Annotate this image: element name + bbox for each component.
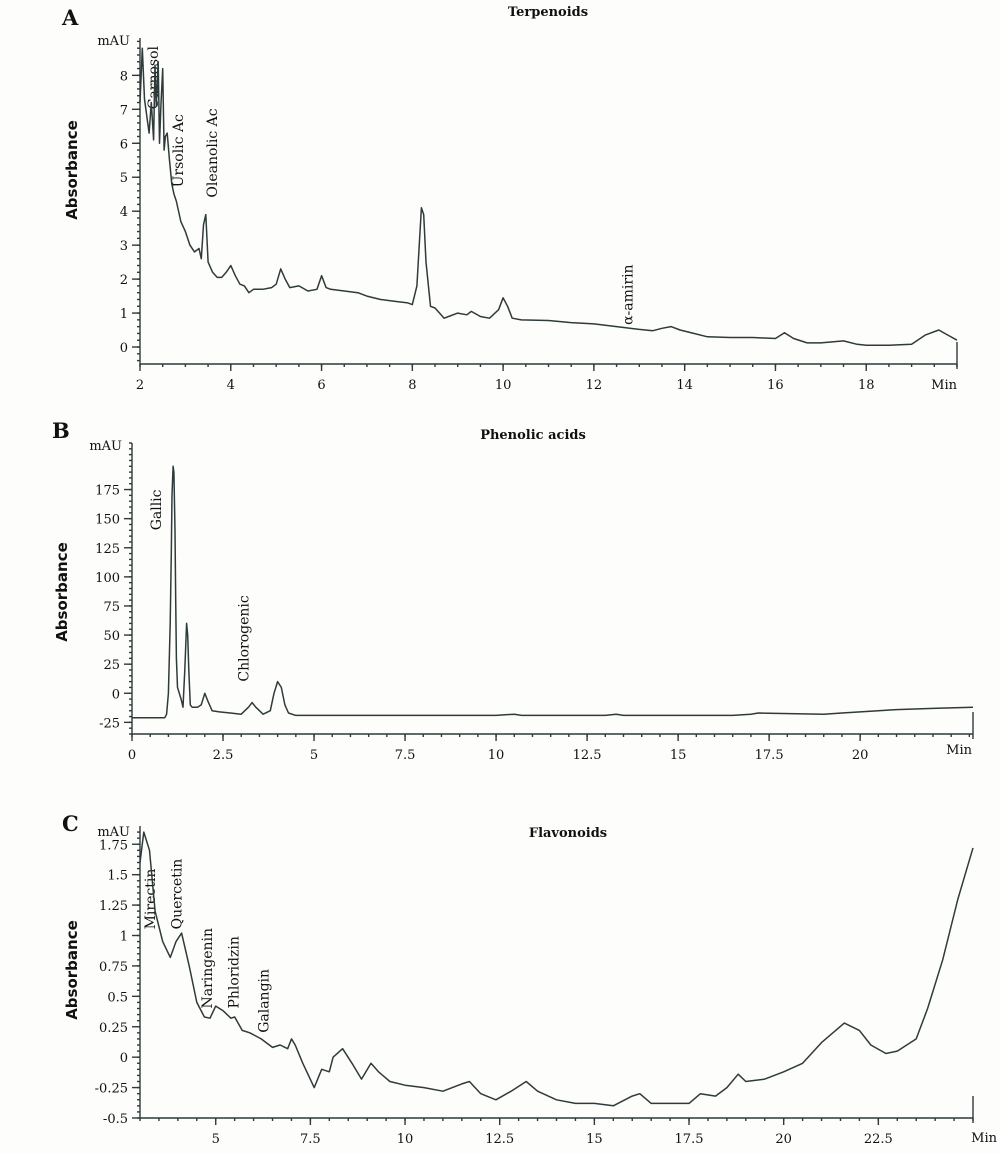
x-tick-label: 22.5 bbox=[864, 1132, 893, 1147]
x-tick-label: 14 bbox=[676, 378, 693, 393]
y-tick-label: 0 bbox=[112, 687, 120, 702]
x-tick-label: 20 bbox=[775, 1132, 792, 1147]
y-tick-label: 2 bbox=[120, 273, 128, 288]
x-tick-label: 12.5 bbox=[573, 748, 602, 763]
y-tick-label: 0.25 bbox=[99, 1021, 128, 1036]
peak-label: Gallic bbox=[149, 489, 165, 530]
x-unit-label: Min bbox=[971, 1131, 997, 1146]
y-tick-label: 5 bbox=[120, 171, 128, 186]
peak-label: Galangin bbox=[257, 969, 273, 1033]
chromatogram-trace bbox=[139, 831, 974, 1107]
chromatogram-trace bbox=[132, 465, 974, 719]
peak-label: Phloridzin bbox=[226, 936, 242, 1008]
x-tick-label: 0 bbox=[128, 748, 136, 763]
x-tick-label: 7.5 bbox=[300, 1132, 321, 1147]
y-axis-label: Absorbance bbox=[63, 120, 81, 220]
x-tick-label: 7.5 bbox=[395, 748, 416, 763]
peak-label: Naringenin bbox=[200, 928, 216, 1009]
y-tick-label: -25 bbox=[99, 716, 120, 731]
y-tick-label: 0.75 bbox=[99, 960, 128, 975]
y-tick-label: 4 bbox=[120, 205, 128, 220]
x-tick-label: 2.5 bbox=[213, 748, 234, 763]
y-tick-label: 100 bbox=[95, 571, 120, 586]
panel-letter: B bbox=[52, 418, 70, 443]
peak-label: Quercetin bbox=[170, 859, 186, 930]
y-tick-label: -0.5 bbox=[103, 1112, 128, 1127]
x-tick-label: 10 bbox=[488, 748, 505, 763]
y-tick-label: 1.75 bbox=[99, 838, 128, 853]
x-tick-label: 8 bbox=[408, 378, 416, 393]
y-tick-label: -0.25 bbox=[95, 1082, 128, 1097]
x-tick-label: 15 bbox=[670, 748, 687, 763]
panel-b-phenolic-acids: B Phenolic acids Absorbance mAU Min -25 0… bbox=[52, 418, 974, 763]
y-axis-label: Absorbance bbox=[63, 920, 81, 1020]
y-tick-label: 1 bbox=[120, 307, 128, 322]
y-tick-label: 150 bbox=[95, 513, 120, 528]
y-tick-label: 1.5 bbox=[107, 869, 128, 884]
y-tick-label: 1.25 bbox=[99, 899, 128, 914]
x-tick-label: 5 bbox=[212, 1132, 220, 1147]
y-tick-label: 25 bbox=[103, 658, 120, 673]
x-tick-label: 16 bbox=[767, 378, 784, 393]
y-tick-label: 0 bbox=[120, 1051, 128, 1066]
panel-letter: A bbox=[61, 5, 79, 30]
y-tick-label: 50 bbox=[103, 629, 120, 644]
y-tick-label: 75 bbox=[103, 600, 120, 615]
peak-label: α-amirin bbox=[621, 264, 637, 324]
x-tick-label: 20 bbox=[852, 748, 869, 763]
y-tick-label: 125 bbox=[95, 542, 120, 557]
y-unit-label: mAU bbox=[89, 439, 122, 454]
y-tick-label: 3 bbox=[120, 239, 128, 254]
chart-title: Phenolic acids bbox=[480, 428, 586, 443]
y-tick-label: 0 bbox=[120, 341, 128, 356]
y-tick-label: 7 bbox=[120, 103, 128, 118]
x-tick-label: 10 bbox=[495, 378, 512, 393]
panel-letter: C bbox=[62, 811, 79, 836]
x-tick-label: 17.5 bbox=[675, 1132, 704, 1147]
chart-title: Terpenoids bbox=[508, 5, 588, 20]
x-tick-label: 4 bbox=[227, 378, 235, 393]
y-tick-label: 1 bbox=[120, 930, 128, 945]
x-tick-label: 15 bbox=[586, 1132, 603, 1147]
y-tick-label: 6 bbox=[120, 137, 128, 152]
x-unit-label: Min bbox=[946, 743, 972, 758]
peak-label: Chlorogenic bbox=[237, 595, 253, 681]
y-axis-label: Absorbance bbox=[53, 542, 71, 642]
peak-label: Ursolic Ac bbox=[171, 114, 187, 187]
chromatogram-trace bbox=[139, 47, 958, 347]
x-tick-label: 17.5 bbox=[755, 748, 784, 763]
x-tick-label: 12 bbox=[586, 378, 603, 393]
y-tick-label: 8 bbox=[120, 69, 128, 84]
x-unit-label: Min bbox=[931, 378, 957, 393]
x-tick-label: 2 bbox=[136, 378, 144, 393]
x-tick-label: 6 bbox=[317, 378, 325, 393]
y-tick-label: 175 bbox=[95, 484, 120, 499]
peak-label: Oleanolic Ac bbox=[205, 108, 221, 197]
x-tick-label: 10 bbox=[397, 1132, 414, 1147]
y-unit-label: mAU bbox=[97, 34, 130, 49]
x-tick-label: 18 bbox=[858, 378, 875, 393]
y-unit-label: mAU bbox=[97, 825, 130, 840]
y-tick-label: 0.5 bbox=[107, 990, 128, 1005]
panel-a-terpenoids: A Terpenoids Absorbance mAU Min 01234567… bbox=[61, 5, 958, 393]
x-tick-label: 12.5 bbox=[485, 1132, 514, 1147]
chart-title: Flavonoids bbox=[529, 826, 607, 841]
x-tick-label: 5 bbox=[310, 748, 318, 763]
panel-c-flavonoids: C Flavonoids Absorbance mAU Min -0.5 -0.2… bbox=[62, 811, 998, 1147]
